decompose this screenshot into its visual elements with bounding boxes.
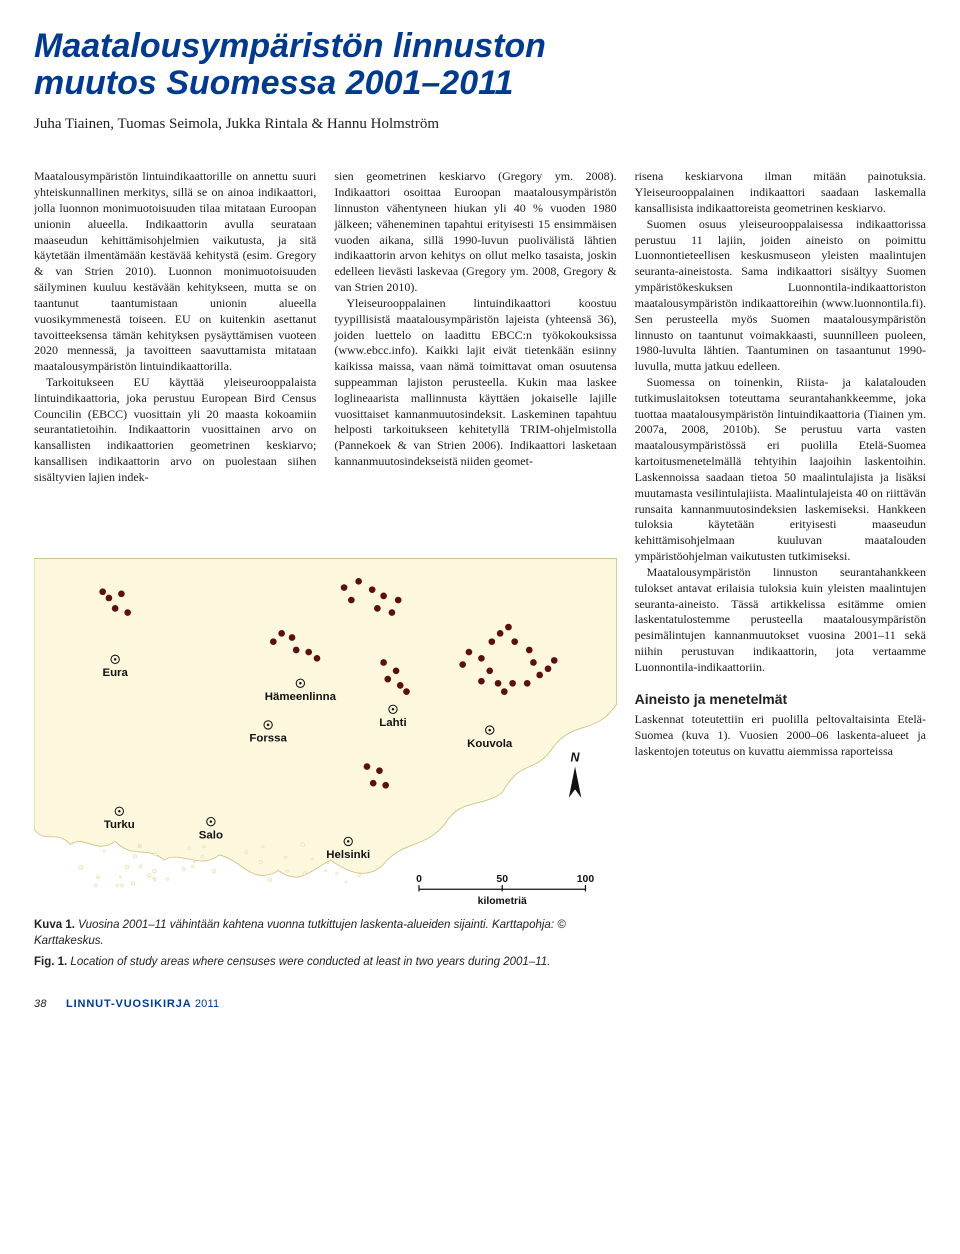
svg-text:Helsinki: Helsinki <box>326 849 370 861</box>
col2-p2: Yleiseurooppalainen lintuindikaattori ko… <box>334 296 616 470</box>
col1-p1: Maatalousympäristön lintuindikaattorille… <box>34 169 316 375</box>
col3-p2: Suomen osuus yleiseurooppalaisessa indik… <box>635 217 926 375</box>
title-line-1: Maatalousympäristön linnuston <box>34 27 546 65</box>
caption-en-label: Fig. 1. <box>34 956 67 968</box>
title-line-2: muutos Suomessa 2001–2011 <box>34 64 513 102</box>
footer-book: LINNUT-VUOSIKIRJA <box>66 998 192 1010</box>
svg-text:Hämeenlinna: Hämeenlinna <box>265 691 337 703</box>
caption-fi: Kuva 1. Vuosina 2001–11 vähintään kahten… <box>34 918 617 949</box>
caption-fi-text: Vuosina 2001–11 vähintään kahtena vuonna… <box>34 919 566 947</box>
caption-fi-label: Kuva 1. <box>34 919 75 931</box>
three-column-body: Maatalousympäristön lintuindikaattorille… <box>34 169 926 970</box>
svg-text:0: 0 <box>416 874 422 885</box>
caption-en-text: Location of study areas where censuses w… <box>67 956 550 968</box>
svg-text:100: 100 <box>577 874 595 885</box>
col3-p1: risena keskiarvona ilman mitään painotuk… <box>635 169 926 216</box>
svg-text:kilometriä: kilometriä <box>478 896 527 907</box>
svg-text:Kouvola: Kouvola <box>467 738 513 750</box>
section-heading: Aineisto ja menetelmät <box>635 690 926 708</box>
col3-p3: Suomessa on toinenkin, Riista- ja kalata… <box>635 375 926 565</box>
page-number: 38 <box>34 998 47 1010</box>
svg-text:Salo: Salo <box>199 829 223 841</box>
svg-text:Turku: Turku <box>104 819 135 831</box>
page-footer: 38 LINNUT-VUOSIKIRJA 2011 <box>34 997 926 1012</box>
figure-1-block: Eura Hämeenlinna Forssa Lahti Kouvola Turku Sa… <box>34 496 617 971</box>
left-two-columns-wrapper: Maatalousympäristön lintuindikaattorille… <box>34 169 617 970</box>
svg-text:Forssa: Forssa <box>249 732 287 744</box>
col1-p2: Tarkoitukseen EU käyttää yleiseurooppala… <box>34 375 316 486</box>
svg-text:50: 50 <box>496 874 508 885</box>
page-title: Maatalousympäristön linnuston muutos Suo… <box>34 28 926 101</box>
svg-text:N: N <box>571 750 581 764</box>
authors-line: Juha Tiainen, Tuomas Seimola, Jukka Rint… <box>34 115 926 135</box>
col2-p1: sien geometrinen keskiarvo (Gregory ym. … <box>334 169 616 296</box>
caption-en: Fig. 1. Location of study areas where ce… <box>34 955 617 971</box>
column-3: risena keskiarvona ilman mitään painotuk… <box>635 169 926 970</box>
map-figure: Eura Hämeenlinna Forssa Lahti Kouvola Turku Sa… <box>34 496 617 912</box>
col3-p4: Maatalousympäristön linnuston seurantaha… <box>635 565 926 676</box>
svg-text:Eura: Eura <box>102 667 128 679</box>
svg-text:Lahti: Lahti <box>379 717 406 729</box>
col3-p5: Laskennat toteutettiin eri puolilla pelt… <box>635 712 926 759</box>
footer-year: 2011 <box>195 998 220 1010</box>
column-2: sien geometrinen keskiarvo (Gregory ym. … <box>334 169 616 486</box>
column-1: Maatalousympäristön lintuindikaattorille… <box>34 169 316 486</box>
